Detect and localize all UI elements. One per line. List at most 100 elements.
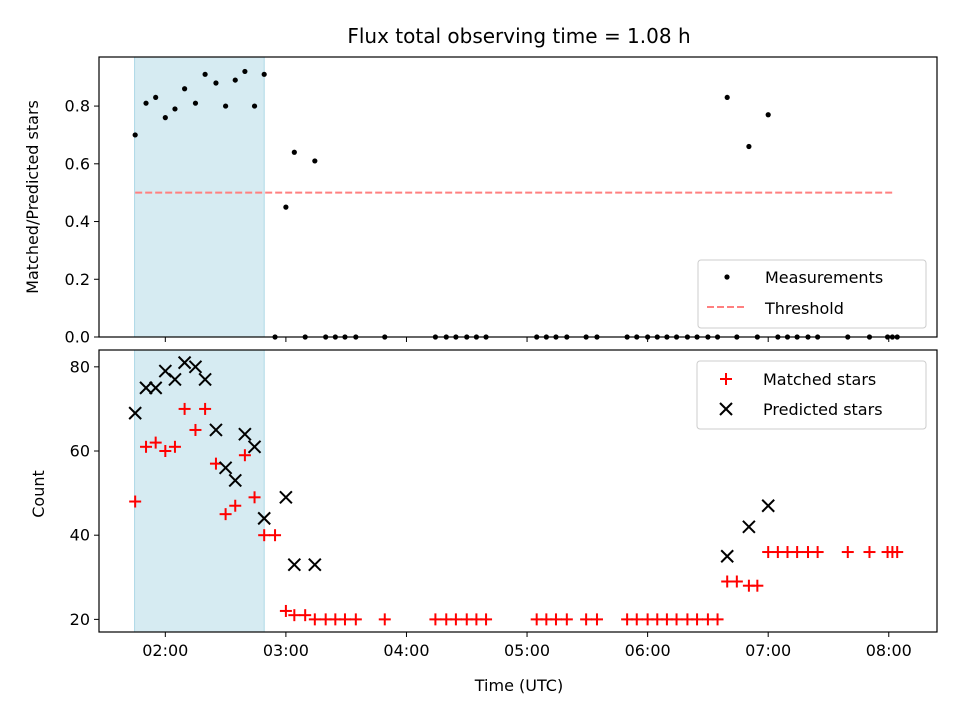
predicted-star-point — [188, 360, 203, 374]
measurement-point — [182, 86, 188, 92]
matched-star-point — [159, 445, 172, 458]
legend-predicted-marker — [719, 402, 733, 416]
matched-star-point — [549, 613, 562, 626]
predicted-star-point — [257, 511, 271, 526]
predicted-star-point — [308, 557, 322, 572]
matched-star-point — [449, 613, 462, 626]
x-tick-label: 02:00 — [142, 641, 188, 660]
top-axes-frame — [98, 56, 938, 338]
bottom-y-axis-label: Count — [29, 470, 48, 518]
matched-star-point — [189, 423, 202, 436]
y-tick-label: 0.8 — [65, 97, 90, 116]
matched-star-point — [168, 440, 181, 453]
x-tick-label: 06:00 — [625, 641, 671, 660]
matched-star-point — [178, 402, 191, 415]
y-tick-label: 40 — [70, 526, 90, 545]
matched-star-point — [279, 604, 292, 617]
predicted-star-point — [218, 461, 233, 475]
matched-star-point — [248, 491, 261, 504]
measurement-point — [765, 112, 771, 118]
top-legend: Measurements Threshold — [697, 259, 927, 329]
x-tick-label: 08:00 — [866, 641, 912, 660]
matched-star-point — [199, 402, 212, 415]
matched-star-point — [238, 449, 251, 462]
predicted-star-point — [761, 499, 775, 513]
predicted-star-point — [287, 557, 302, 572]
measurement-point — [312, 158, 318, 164]
matched-star-point — [560, 613, 573, 626]
x-tick-label: 04:00 — [383, 641, 429, 660]
matched-star-point — [149, 436, 162, 449]
x-axis-label: Time (UTC) — [474, 676, 563, 695]
measurement-point — [153, 94, 159, 101]
matched-star-point — [711, 613, 724, 626]
predicted-star-point — [148, 381, 163, 395]
y-tick-label: 0.0 — [65, 328, 90, 347]
matched-star-point — [209, 457, 222, 470]
measurement-point — [213, 80, 219, 86]
legend-measurements-marker — [724, 274, 730, 280]
top-legend-box — [697, 259, 927, 329]
measurement-point — [172, 106, 178, 112]
predicted-star-point — [209, 423, 223, 437]
x-tick-label: 03:00 — [263, 641, 309, 660]
matched-star-point — [811, 546, 824, 559]
chart-title: Flux total observing time = 1.08 h — [347, 24, 690, 48]
x-tick-label: 07:00 — [745, 641, 791, 660]
top-y-axis-label: Matched/Predicted stars — [23, 100, 42, 294]
predicted-star-point — [742, 520, 756, 534]
matched-star-point — [288, 609, 301, 622]
y-tick-label: 20 — [70, 610, 90, 629]
matched-star-point — [429, 613, 442, 626]
matched-star-point — [129, 495, 142, 508]
measurement-point — [291, 149, 297, 155]
legend-matched-label: Matched stars — [763, 370, 876, 389]
measurement-point — [143, 100, 149, 106]
bottom-panel: Count Time (UTC) 20 40 60 80 02:00 03:00 04:0… — [29, 349, 938, 695]
x-tick-label: 05:00 — [504, 641, 550, 660]
shaded-span — [134, 56, 265, 338]
measurement-point — [232, 77, 238, 83]
predicted-star-point — [177, 355, 192, 370]
matched-star-point — [140, 440, 153, 453]
y-tick-label: 80 — [70, 357, 90, 376]
predicted-star-point — [128, 406, 142, 420]
measurement-point — [251, 103, 258, 109]
legend-threshold-label: Threshold — [764, 299, 844, 318]
predicted-star-point — [198, 372, 212, 387]
matched-star-point — [229, 499, 242, 512]
predicted-star-point — [168, 372, 182, 387]
matched-star-point — [219, 508, 232, 521]
predicted-star-point — [720, 549, 734, 563]
measurement-point — [746, 143, 752, 150]
matched-star-point — [751, 579, 764, 592]
matched-star-point — [863, 546, 876, 559]
measurement-point — [724, 94, 730, 101]
legend-measurements-label: Measurements — [765, 268, 883, 287]
matched-star-point — [691, 613, 704, 626]
matched-star-point — [580, 613, 593, 626]
matched-star-point — [480, 613, 493, 626]
predicted-star-point — [139, 381, 153, 395]
predicted-star-point — [279, 490, 293, 505]
legend-matched-marker — [720, 373, 732, 385]
measurement-point — [283, 204, 289, 210]
matched-star-point — [338, 613, 351, 626]
y-tick-label: 60 — [70, 442, 90, 461]
matched-star-point — [299, 609, 312, 622]
measurement-point — [202, 71, 208, 77]
shaded-span — [134, 349, 265, 633]
matched-star-point — [349, 613, 362, 626]
matched-star-point — [258, 529, 271, 542]
matched-star-point — [841, 546, 854, 559]
matched-star-point — [670, 613, 683, 626]
bottom-axes-frame — [98, 349, 938, 633]
matched-star-point — [269, 529, 282, 542]
measurement-point — [192, 100, 199, 106]
predicted-star-point — [228, 473, 242, 488]
matched-star-point — [378, 613, 391, 626]
matched-star-point — [791, 546, 804, 559]
predicted-star-point — [247, 440, 262, 454]
y-tick-label: 0.4 — [65, 212, 90, 231]
